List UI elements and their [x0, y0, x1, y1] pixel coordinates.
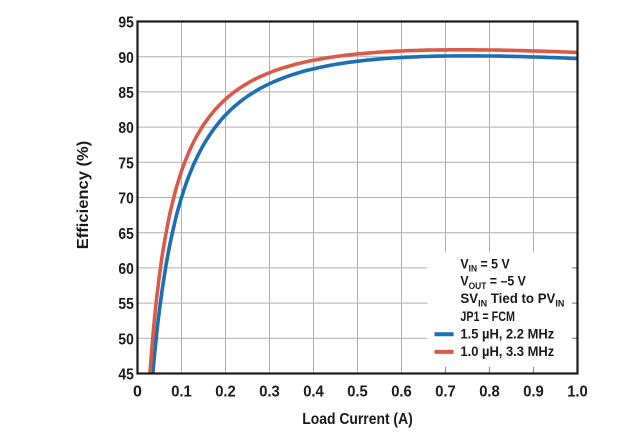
- svg-text:0.6: 0.6: [391, 384, 412, 401]
- svg-text:60: 60: [118, 261, 133, 278]
- svg-text:0.1: 0.1: [171, 384, 192, 401]
- svg-text:Efficiency (%): Efficiency (%): [75, 141, 92, 250]
- svg-text:0.3: 0.3: [259, 384, 280, 401]
- svg-text:75: 75: [118, 155, 134, 172]
- svg-text:0: 0: [133, 384, 142, 401]
- svg-text:0.7: 0.7: [435, 384, 456, 401]
- svg-text:80: 80: [118, 120, 133, 137]
- svg-text:1.5 µH, 2.2 MHz: 1.5 µH, 2.2 MHz: [460, 326, 554, 342]
- svg-text:50: 50: [118, 331, 133, 348]
- svg-text:85: 85: [118, 85, 134, 102]
- svg-text:70: 70: [118, 191, 133, 208]
- svg-text:0.8: 0.8: [479, 384, 500, 401]
- svg-text:0.2: 0.2: [215, 384, 236, 401]
- svg-text:95: 95: [118, 15, 134, 32]
- svg-text:90: 90: [118, 50, 133, 67]
- svg-text:1.0 µH, 3.3 MHz: 1.0 µH, 3.3 MHz: [460, 343, 554, 359]
- svg-text:Load Current (A): Load Current (A): [302, 411, 413, 428]
- svg-text:0.5: 0.5: [347, 384, 368, 401]
- svg-text:45: 45: [118, 367, 134, 384]
- svg-text:0.4: 0.4: [303, 384, 324, 401]
- svg-text:55: 55: [118, 296, 134, 313]
- svg-text:65: 65: [118, 226, 134, 243]
- svg-text:VIN = 5 V: VIN = 5 V: [460, 255, 510, 274]
- svg-text:0.9: 0.9: [523, 384, 544, 401]
- svg-text:1.0: 1.0: [567, 384, 588, 401]
- svg-text:JP1 = FCM: JP1 = FCM: [460, 308, 515, 324]
- svg-text:SVIN Tied to PVIN: SVIN Tied to PVIN: [460, 290, 564, 309]
